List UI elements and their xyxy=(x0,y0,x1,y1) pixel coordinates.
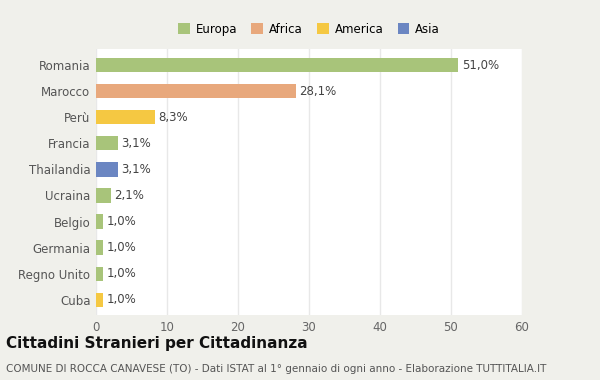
Legend: Europa, Africa, America, Asia: Europa, Africa, America, Asia xyxy=(173,18,445,41)
Text: 1,0%: 1,0% xyxy=(107,241,136,254)
Bar xyxy=(96,214,103,229)
Text: Cittadini Stranieri per Cittadinanza: Cittadini Stranieri per Cittadinanza xyxy=(6,336,308,351)
Text: 3,1%: 3,1% xyxy=(122,163,151,176)
Bar xyxy=(96,58,458,72)
Bar xyxy=(96,162,118,177)
Text: 8,3%: 8,3% xyxy=(158,111,188,124)
Bar xyxy=(96,266,103,281)
Bar xyxy=(96,84,296,98)
Text: 3,1%: 3,1% xyxy=(122,137,151,150)
Text: 28,1%: 28,1% xyxy=(299,85,337,98)
Bar xyxy=(96,188,111,203)
Bar xyxy=(96,136,118,150)
Text: 1,0%: 1,0% xyxy=(107,215,136,228)
Text: 1,0%: 1,0% xyxy=(107,293,136,306)
Bar xyxy=(96,110,155,124)
Bar xyxy=(96,241,103,255)
Text: 51,0%: 51,0% xyxy=(461,59,499,71)
Bar xyxy=(96,293,103,307)
Text: COMUNE DI ROCCA CANAVESE (TO) - Dati ISTAT al 1° gennaio di ogni anno - Elaboraz: COMUNE DI ROCCA CANAVESE (TO) - Dati IST… xyxy=(6,364,547,374)
Text: 2,1%: 2,1% xyxy=(115,189,145,202)
Text: 1,0%: 1,0% xyxy=(107,267,136,280)
